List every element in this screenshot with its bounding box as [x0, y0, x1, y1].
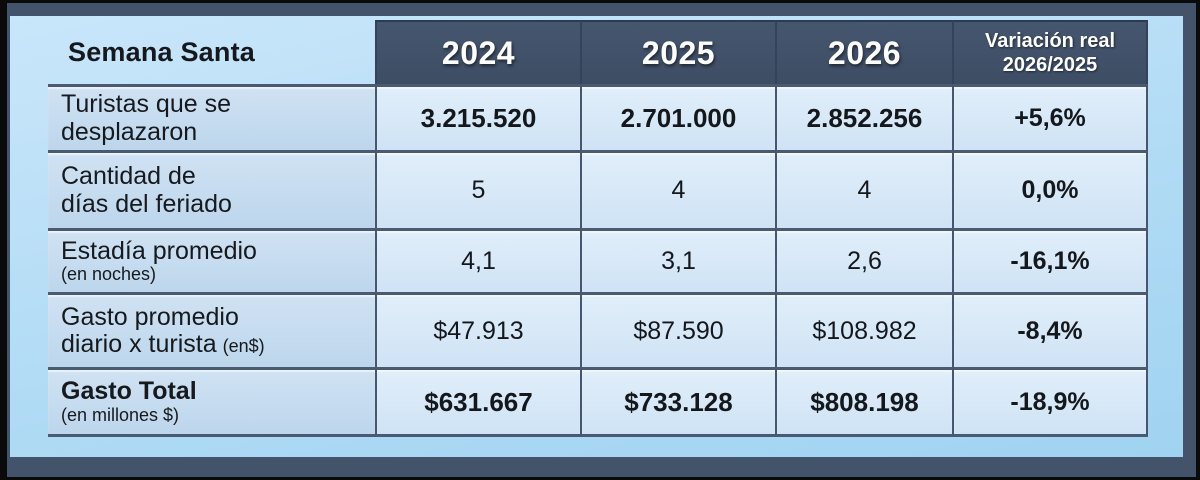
value-cell: 2.852.256: [775, 84, 952, 150]
table-title: Semana Santa: [68, 36, 255, 67]
variation-cell: -16,1%: [952, 228, 1148, 292]
value-cell: 2,6: [775, 228, 952, 292]
variation-header-line1: Variación real: [984, 29, 1116, 52]
variation-cell: +5,6%: [952, 84, 1148, 150]
value-cell: $631.667: [375, 367, 580, 437]
value-cell: $108.982: [775, 292, 952, 367]
variation-cell: -18,9%: [952, 367, 1148, 437]
row-label-estadia: Estadía promedio (en noches): [48, 228, 375, 292]
value-cell: 4: [580, 150, 775, 228]
semana-santa-table: Semana Santa 2024 2025 2026 Variación re…: [48, 20, 1148, 437]
value-cell: 3.215.520: [375, 84, 580, 150]
value-cell: 3,1: [580, 228, 775, 292]
value-cell: 2.701.000: [580, 84, 775, 150]
value-cell: 5: [375, 150, 580, 228]
row-label-gasto-promedio: Gasto promedio diario x turista (en$): [48, 292, 375, 367]
variation-cell: 0,0%: [952, 150, 1148, 228]
value-cell: $87.590: [580, 292, 775, 367]
row-label-gasto-total: Gasto Total (en millones $): [48, 367, 375, 437]
value-cell: 4,1: [375, 228, 580, 292]
column-header-2024: 2024: [375, 20, 580, 84]
column-header-variation: Variación real 2026/2025: [952, 20, 1148, 84]
variation-cell: -8,4%: [952, 292, 1148, 367]
row-label-dias-feriado: Cantidad de días del feriado: [48, 150, 375, 228]
value-cell: $733.128: [580, 367, 775, 437]
column-header-2025: 2025: [580, 20, 775, 84]
column-header-2026: 2026: [775, 20, 952, 84]
value-cell: $47.913: [375, 292, 580, 367]
variation-header-line2: 2026/2025: [1002, 54, 1098, 76]
value-cell: 4: [775, 150, 952, 228]
row-label-turistas: Turistas que se desplazaron: [48, 84, 375, 150]
value-cell: $808.198: [775, 367, 952, 437]
